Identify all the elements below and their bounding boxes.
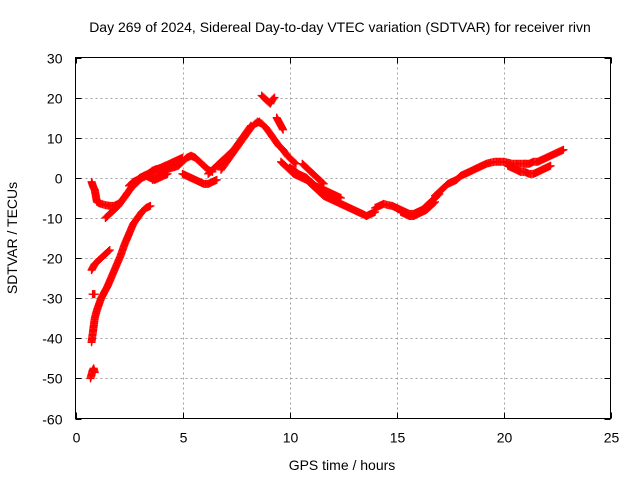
x-tick-label: 0: [73, 430, 81, 446]
x-axis-title: GPS time / hours: [289, 457, 396, 473]
x-tick-label: 15: [390, 430, 406, 446]
series-arc-4: [87, 201, 155, 347]
series-arc-3: [86, 364, 99, 383]
y-tick-label: -50: [42, 371, 62, 387]
series-arc-9: [178, 169, 221, 188]
x-tick-label: 25: [604, 430, 620, 446]
grid: [75, 57, 611, 419]
series-arc-19: [396, 197, 440, 220]
x-tick-label: 10: [283, 430, 299, 446]
y-tick-label: 0: [55, 171, 63, 187]
y-tick-labels: -60 -50 -40 -30 -20 -10 0 10 20 30: [42, 51, 62, 428]
data-point: [269, 94, 278, 103]
data-point: [146, 201, 155, 210]
series-arc-13: [253, 117, 300, 168]
data-point: [90, 368, 99, 377]
chart-title: Day 269 of 2024, Sidereal Day-to-day VTE…: [89, 19, 591, 35]
data-point: [319, 179, 328, 188]
data-point: [290, 158, 299, 167]
data-point: [559, 145, 568, 154]
series-arc-5: [88, 290, 99, 299]
data-point: [336, 193, 345, 202]
y-tick-label: -60: [42, 412, 62, 428]
x-tick-labels: 0 5 10 15 20 25: [73, 430, 620, 446]
series-arc-17: [298, 159, 328, 188]
series-arc-12: [257, 91, 279, 108]
data-point: [270, 93, 279, 102]
x-tick-label: 5: [180, 430, 188, 446]
y-tick-label: -10: [42, 211, 62, 227]
data-point: [105, 246, 114, 255]
y-tick-label: -20: [42, 251, 62, 267]
data-point: [318, 178, 327, 187]
data-point: [104, 247, 113, 256]
x-tick-label: 20: [497, 430, 513, 446]
y-tick-label: -30: [42, 291, 62, 307]
data-point: [546, 161, 555, 170]
data-points: [86, 91, 568, 383]
series-arc-14: [272, 113, 288, 134]
series-arc-2: [87, 246, 114, 275]
series-arc-20: [431, 157, 529, 200]
plot-frame: [75, 57, 611, 419]
data-point: [429, 198, 438, 207]
data-point: [279, 125, 288, 134]
data-point: [212, 175, 221, 184]
y-tick-label: 20: [47, 91, 63, 107]
series-arc-21: [503, 161, 555, 178]
y-tick-label: -40: [42, 331, 62, 347]
y-tick-label: 30: [47, 51, 63, 67]
data-point: [90, 290, 99, 299]
y-tick-label: 10: [47, 131, 63, 147]
y-axis-title: SDTVAR / TECUs: [4, 182, 20, 294]
axis-ticks: [75, 57, 612, 420]
series-arc-22: [520, 145, 568, 168]
